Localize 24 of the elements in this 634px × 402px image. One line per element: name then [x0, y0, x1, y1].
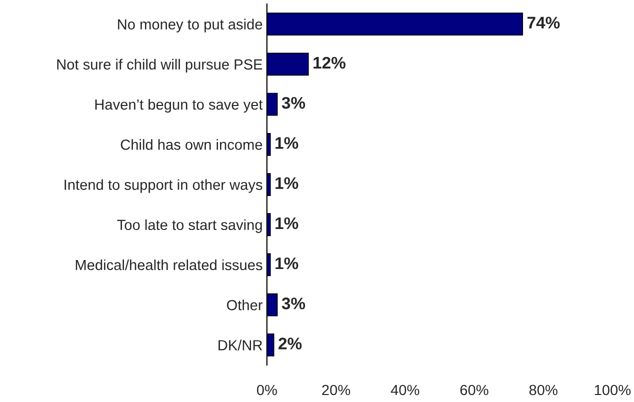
- y-tick-label: Intend to support in other ways: [64, 179, 262, 193]
- y-tick-label: Child has own income: [120, 139, 262, 150]
- data-label: 1%: [276, 137, 298, 149]
- data-label: 74%: [527, 16, 560, 29]
- data-label: 1%: [276, 257, 298, 270]
- y-tick-label: Too late to start saving: [117, 219, 262, 233]
- data-label: 12%: [314, 56, 346, 69]
- data-label: 1%: [276, 177, 298, 189]
- x-tick-label: 0%: [256, 384, 277, 396]
- y-tick-label: Not sure if child will pursue PSE: [57, 58, 262, 72]
- y-tick-label: Haven’t begun to save yet: [95, 99, 263, 113]
- data-label: 3%: [282, 298, 306, 310]
- x-tick-label: 80%: [529, 384, 558, 396]
- x-tick-label: 40%: [390, 384, 420, 396]
- y-tick-label: DK/NR: [218, 340, 262, 350]
- x-tick-label: 100%: [594, 384, 631, 396]
- data-label: 1%: [276, 217, 298, 230]
- x-tick-label: 20%: [322, 384, 350, 396]
- data-label: 2%: [278, 338, 302, 350]
- data-label: 3%: [282, 96, 306, 109]
- y-tick-label: Other: [226, 300, 263, 310]
- y-tick-label: No money to put aside: [118, 18, 262, 32]
- x-tick-label: 60%: [460, 384, 488, 396]
- y-tick-label: Medical/health related issues: [76, 259, 262, 270]
